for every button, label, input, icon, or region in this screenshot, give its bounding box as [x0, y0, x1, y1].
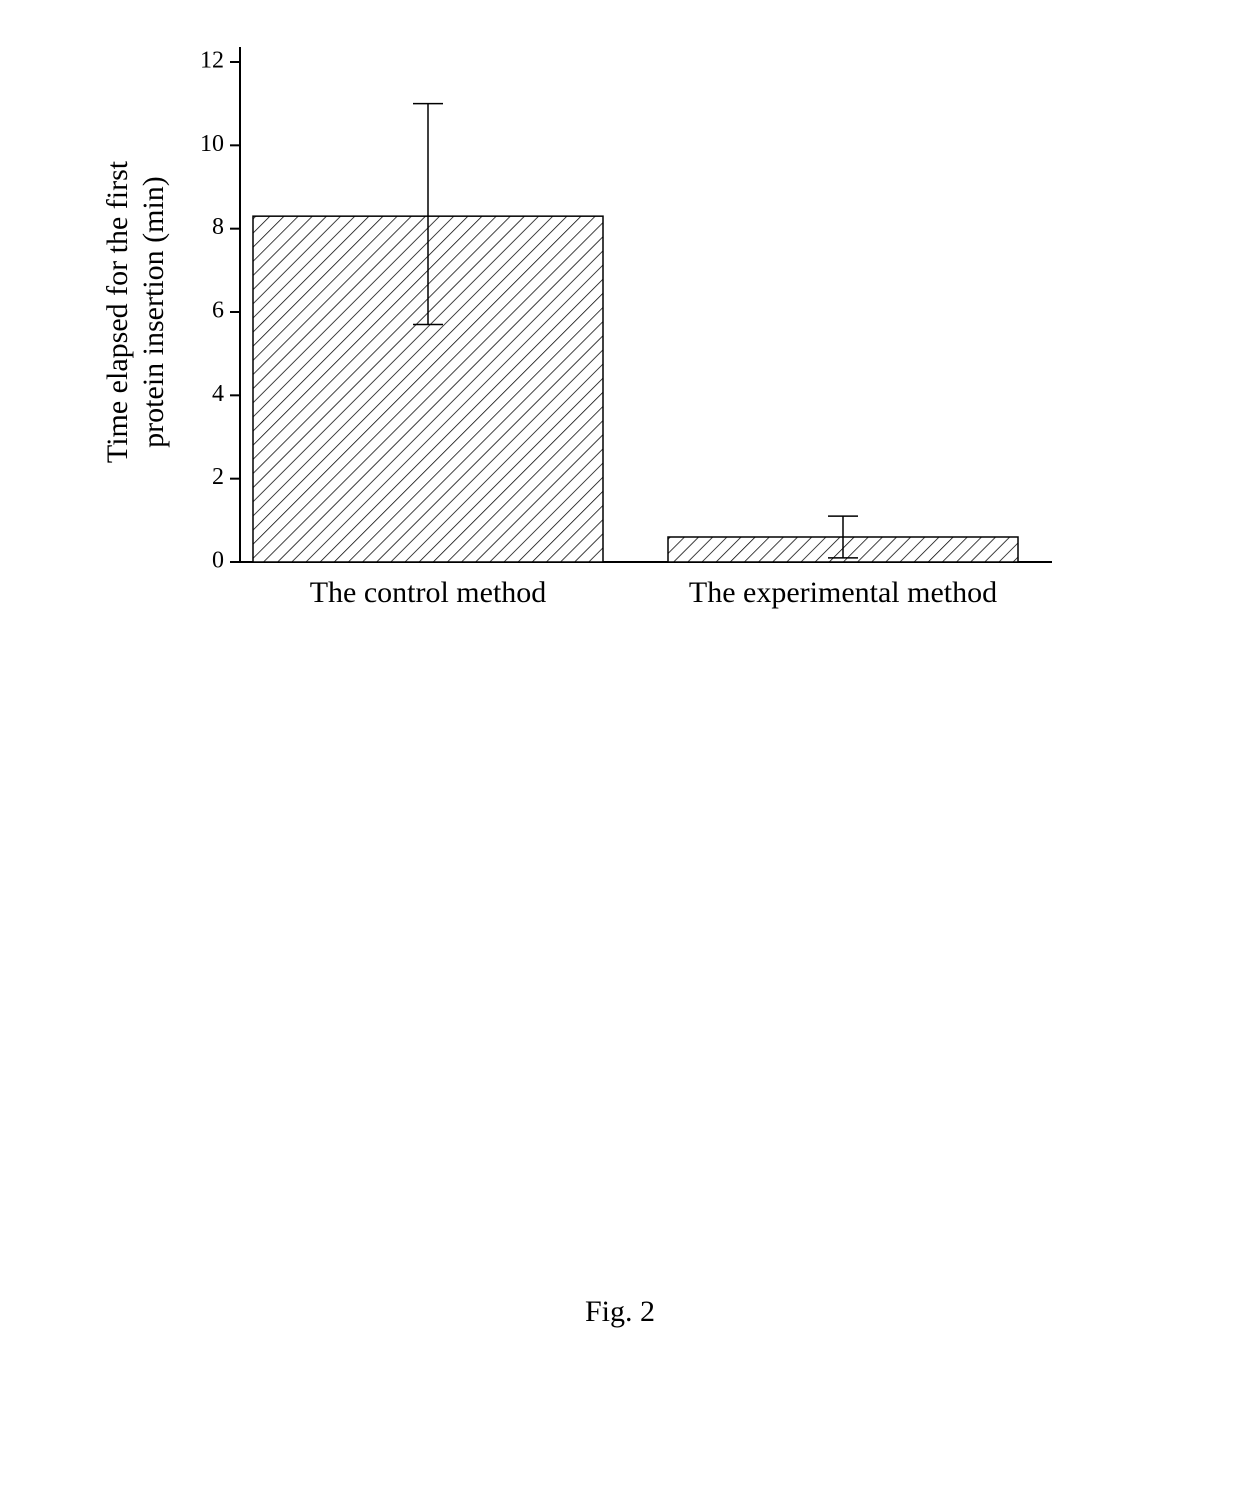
svg-text:8: 8 — [212, 214, 224, 240]
page: 0 2 4 6 8 10 12 Time elapsed for the firstprote… — [0, 0, 1240, 1509]
svg-text:protein insertion (min): protein insertion (min) — [137, 176, 170, 448]
chart-container: 0 2 4 6 8 10 12 Time elapsed for the firstprote… — [90, 42, 1140, 687]
svg-text:12: 12 — [200, 48, 224, 74]
bar-chart: 0 2 4 6 8 10 12 Time elapsed for the firstprote… — [90, 42, 1140, 682]
svg-text:6: 6 — [212, 298, 224, 324]
svg-text:The experimental method: The experimental method — [689, 576, 997, 609]
svg-text:The control method: The control method — [310, 576, 547, 609]
svg-text:4: 4 — [212, 381, 224, 407]
figure-caption: Fig. 2 — [0, 1295, 1240, 1329]
svg-text:Time elapsed for the first: Time elapsed for the first — [101, 160, 134, 463]
svg-text:0: 0 — [212, 548, 224, 574]
svg-text:10: 10 — [200, 131, 224, 157]
svg-text:2: 2 — [212, 464, 224, 490]
